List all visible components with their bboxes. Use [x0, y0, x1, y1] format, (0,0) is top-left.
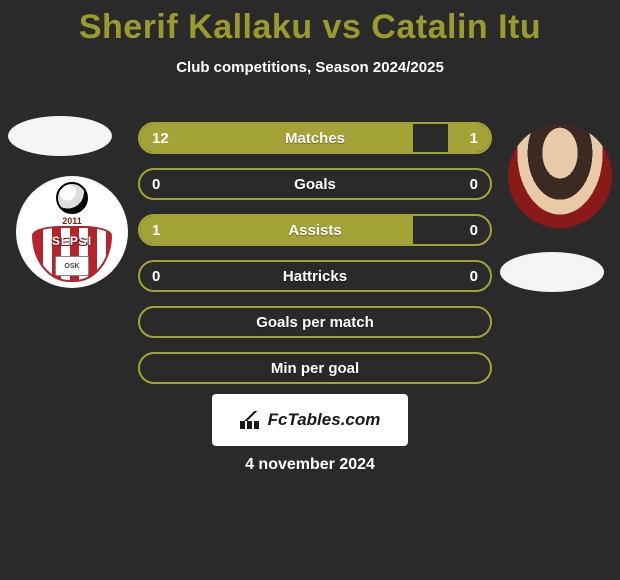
stat-row: Min per goal	[138, 352, 492, 384]
stat-value-left: 0	[152, 176, 160, 193]
stat-fill-left	[140, 124, 413, 152]
stat-value-left: 1	[152, 222, 160, 239]
stat-value-right: 0	[470, 268, 478, 285]
player-right-photo	[508, 124, 612, 228]
stat-value-right: 0	[470, 222, 478, 239]
stat-label: Min per goal	[271, 360, 359, 377]
date-label: 4 november 2024	[245, 456, 375, 474]
stat-row: 0 0 Hattricks	[138, 260, 492, 292]
stat-label: Hattricks	[283, 268, 347, 285]
badge-shield: SEPSI OSK	[32, 226, 112, 282]
badge-name: SEPSI	[52, 234, 92, 248]
stat-row: 1 0 Assists	[138, 214, 492, 246]
stat-value-right: 1	[470, 130, 478, 147]
watermark-text: FcTables.com	[268, 410, 381, 430]
stat-label: Goals per match	[256, 314, 374, 331]
club-left-badge: 2011 SEPSI OSK	[16, 176, 128, 288]
stat-value-left: 0	[152, 268, 160, 285]
page-title: Sherif Kallaku vs Catalin Itu	[0, 0, 620, 47]
badge-sub: OSK	[55, 256, 89, 276]
subtitle: Club competitions, Season 2024/2025	[0, 59, 620, 76]
stat-row: 12 1 Matches	[138, 122, 492, 154]
stat-label: Goals	[294, 176, 336, 193]
stats-container: 12 1 Matches 0 0 Goals 1 0 Assists 0 0 Hattricks Goa…	[138, 122, 492, 398]
stat-value-right: 0	[470, 176, 478, 193]
stat-row: 0 0 Goals	[138, 168, 492, 200]
stat-row: Goals per match	[138, 306, 492, 338]
stat-fill-left	[140, 216, 413, 244]
stat-value-left: 12	[152, 130, 169, 147]
soccer-ball-icon	[56, 182, 88, 214]
club-right-badge-placeholder	[500, 252, 604, 292]
chart-icon	[240, 411, 262, 429]
stat-label: Matches	[285, 130, 345, 147]
watermark: FcTables.com	[212, 394, 408, 446]
badge-year: 2011	[62, 216, 82, 226]
stat-label: Assists	[288, 222, 341, 239]
player-left-photo-placeholder	[8, 116, 112, 156]
